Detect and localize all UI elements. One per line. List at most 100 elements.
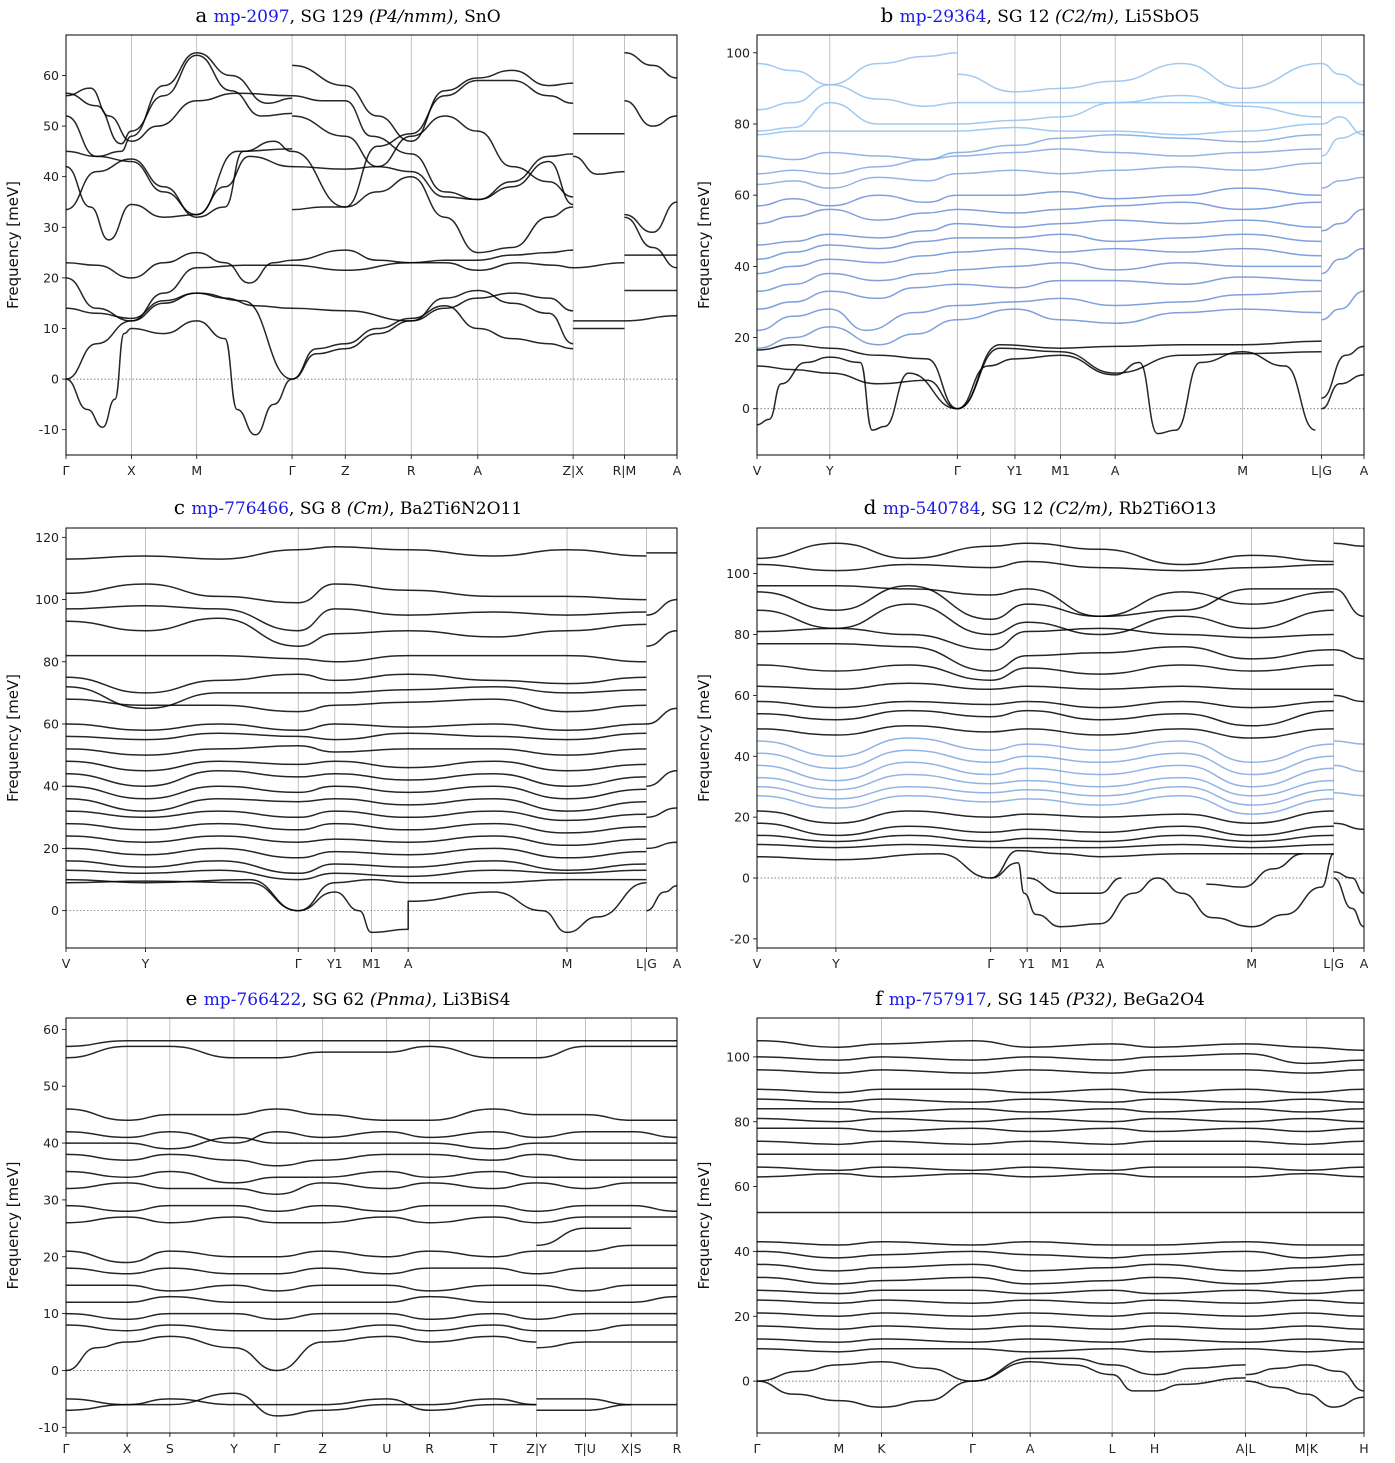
bands bbox=[66, 545, 677, 934]
panel-title: e mp-766422, SG 62 (Pnma), Li3BiS4 bbox=[185, 986, 510, 1010]
material-id-link[interactable]: mp-29364 bbox=[900, 7, 987, 27]
y-tick-label: 40 bbox=[734, 749, 750, 764]
x-tick-label: Γ bbox=[273, 1441, 280, 1456]
band-line bbox=[757, 123, 1322, 136]
band-line bbox=[757, 560, 1334, 572]
y-tick-label: 20 bbox=[734, 330, 750, 345]
bands bbox=[66, 51, 677, 436]
plot-frame bbox=[756, 1017, 1365, 1434]
y-tick-label: 20 bbox=[43, 841, 59, 856]
x-tick-label: R bbox=[407, 463, 416, 478]
formula: , SnO bbox=[453, 7, 500, 27]
band-line bbox=[1333, 648, 1364, 660]
material-id-link[interactable]: mp-2097 bbox=[214, 7, 290, 27]
band-line bbox=[757, 1357, 1246, 1382]
band-line bbox=[757, 187, 1322, 207]
band-line bbox=[1333, 542, 1364, 548]
y-tick-label: 0 bbox=[51, 372, 59, 387]
y-tick-label: 120 bbox=[35, 530, 59, 545]
band-line bbox=[66, 1153, 677, 1167]
band-line bbox=[66, 810, 647, 822]
band-line bbox=[757, 262, 1322, 293]
band-line bbox=[66, 605, 647, 632]
panel-title: c mp-776466, SG 8 (Cm), Ba2Ti6N2O11 bbox=[174, 495, 522, 519]
material-id-link[interactable]: mp-766422 bbox=[204, 990, 302, 1010]
panel-title: a mp-2097, SG 129 (P4/nmm), SnO bbox=[195, 3, 500, 27]
band-line bbox=[646, 841, 677, 850]
x-tick-label: M bbox=[1246, 956, 1257, 971]
y-tick-label: 100 bbox=[726, 45, 750, 60]
band-line bbox=[757, 761, 1334, 788]
band-line bbox=[66, 249, 574, 284]
panel-title: b mp-29364, SG 12 (C2/m), Li5SbO5 bbox=[880, 3, 1199, 27]
material-id-link[interactable]: mp-540784 bbox=[883, 499, 981, 519]
x-tick-label: Y1 bbox=[326, 956, 343, 971]
formula: , Li5SbO5 bbox=[1114, 7, 1200, 27]
band-line bbox=[1333, 764, 1364, 773]
band-line bbox=[757, 627, 1334, 651]
x-tick-label: R bbox=[673, 1441, 682, 1456]
y-tick-label: 0 bbox=[742, 401, 750, 416]
y-tick-label: 40 bbox=[734, 1244, 750, 1259]
x-tick-label: U bbox=[382, 1441, 391, 1456]
band-line bbox=[66, 1398, 537, 1412]
band-line bbox=[757, 749, 1334, 776]
band-line bbox=[757, 308, 1322, 349]
band-line bbox=[757, 795, 1334, 815]
y-tick-label: 0 bbox=[742, 871, 750, 886]
x-tick-label: T bbox=[489, 1441, 498, 1456]
band-line bbox=[757, 1250, 1364, 1259]
band-line bbox=[757, 1140, 1364, 1146]
band-line bbox=[536, 1341, 677, 1349]
panel-b: V Y Γ Y1 M1 A M L|G A 0 20 40 60 80 100 Frequency [meV]… bbox=[695, 3, 1369, 478]
band-line bbox=[1206, 852, 1304, 888]
x-tick-label: M bbox=[1237, 463, 1248, 478]
band-line bbox=[66, 1045, 677, 1059]
material-id-link[interactable]: mp-757917 bbox=[889, 990, 987, 1010]
band-line bbox=[66, 261, 574, 322]
space-group: , SG 12 bbox=[980, 499, 1048, 519]
band-line bbox=[66, 1108, 677, 1122]
space-group-symbol: (C2/m) bbox=[1049, 499, 1108, 519]
band-line bbox=[757, 785, 1334, 806]
space-group: , SG 8 bbox=[289, 499, 347, 519]
band-line bbox=[66, 860, 647, 875]
band-line bbox=[66, 1244, 677, 1264]
space-group-symbol: (P32) bbox=[1066, 990, 1112, 1010]
y-tick-label: 100 bbox=[726, 566, 750, 581]
band-line bbox=[757, 585, 1334, 621]
x-tick-label: Γ bbox=[63, 463, 70, 478]
x-tick-label: Γ bbox=[954, 463, 961, 478]
band-line bbox=[990, 852, 1335, 928]
band-line bbox=[1321, 345, 1364, 399]
band-line bbox=[1027, 877, 1122, 894]
x-tick-label: H bbox=[1359, 1441, 1368, 1456]
band-line bbox=[624, 100, 677, 127]
band-line bbox=[66, 1267, 677, 1275]
x-tick-label: Y1 bbox=[1018, 956, 1035, 971]
band-line bbox=[66, 148, 293, 216]
panel-e: Γ X S Y Γ Z U R T Z|Y T|U X|S R -10 0 10 20 30 40 50 60 Frequ… bbox=[4, 986, 682, 1456]
band-line bbox=[1321, 130, 1364, 157]
x-tick-label: M bbox=[562, 956, 573, 971]
bands bbox=[757, 542, 1364, 928]
band-line bbox=[66, 822, 647, 834]
band-line bbox=[757, 737, 1334, 764]
band-line bbox=[757, 642, 1334, 672]
x-tick-label: H bbox=[1150, 1441, 1159, 1456]
x-tick-label: X|S bbox=[621, 1441, 642, 1456]
panel-a: Γ X M Γ Z R A Z|X R|M A -10 0 10 20 30 40 50 60 Frequency … bbox=[4, 3, 682, 478]
bands bbox=[66, 1039, 677, 1417]
band-line bbox=[757, 1263, 1364, 1272]
band-line bbox=[757, 162, 1322, 189]
band-line bbox=[1333, 871, 1364, 894]
x-tick-label: Y1 bbox=[1006, 463, 1023, 478]
band-line bbox=[757, 1108, 1364, 1113]
material-id-link[interactable]: mp-776466 bbox=[191, 499, 289, 519]
y-tick-label: 60 bbox=[43, 68, 59, 83]
band-line bbox=[66, 1284, 677, 1292]
band-line bbox=[292, 115, 574, 198]
x-tick-label: A bbox=[404, 956, 413, 971]
x-tick-label: M|K bbox=[1295, 1441, 1319, 1456]
